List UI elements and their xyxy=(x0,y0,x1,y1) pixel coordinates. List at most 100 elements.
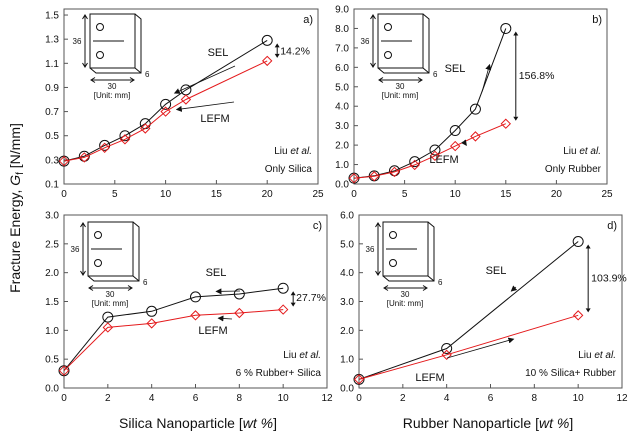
data-point-lefm xyxy=(429,150,441,162)
x-tick-label: 20 xyxy=(551,189,563,200)
lefm-pointer-arrow xyxy=(460,139,467,147)
improvement-percentage: 27.7% xyxy=(296,292,326,304)
unit-label: [Unit: mm] xyxy=(92,299,128,308)
x-axis-title-silica-post: ] xyxy=(273,415,277,431)
data-point-lefm xyxy=(146,318,157,329)
dimension-height-label: 36 xyxy=(71,245,80,254)
data-point-lefm xyxy=(119,134,131,145)
y-tick-label: 2.0 xyxy=(45,268,59,279)
unit-label: [Unit: mm] xyxy=(382,91,418,100)
panel-c: 0 2 4 6 8 10 12 0.0 0.5 1.0 1.5 2.0 2.5 3.0 c) SEL LEFM 2… xyxy=(45,211,333,405)
x-tick-label: 5 xyxy=(112,189,118,200)
specimen-hole-top xyxy=(389,231,397,239)
data-point-lefm xyxy=(190,310,201,321)
dimension-width-arrows xyxy=(378,77,423,83)
y-tick-label: 7.0 xyxy=(335,43,349,54)
series-label-lefm: LEFM xyxy=(429,154,458,166)
data-point-lefm xyxy=(353,374,365,385)
data-point-lefm xyxy=(572,310,584,321)
x-axis-title-rubber-unit: wt % xyxy=(539,415,569,431)
series-label-sel: SEL xyxy=(445,63,466,75)
improvement-percentage: 103.9% xyxy=(591,272,627,284)
y-tick-label: 0.7 xyxy=(45,107,59,118)
y-tick-label: 2.0 xyxy=(335,141,349,152)
data-point-sel xyxy=(500,22,512,34)
source-note-name: Liu xyxy=(578,350,594,361)
y-tick-label: 1.1 xyxy=(45,59,59,70)
series-line-lefm xyxy=(63,309,284,372)
source-note-description: 10 % Silica+ Rubber xyxy=(525,368,617,379)
y-tick-label: 4.0 xyxy=(335,102,349,113)
y-tick-label: 5.0 xyxy=(340,239,354,250)
specimen-edge xyxy=(427,275,435,282)
specimen-edge xyxy=(422,67,430,74)
improvement-arrow-heads xyxy=(290,291,296,307)
dimension-width-label: 30 xyxy=(108,82,117,91)
x-tick-label: 0 xyxy=(356,393,362,404)
dimension-width-label: 30 xyxy=(396,82,405,91)
x-tick-label: 10 xyxy=(160,189,172,200)
x-axis-title-rubber: Rubber Nanoparticle [wt %] xyxy=(403,415,573,431)
data-point-lefm xyxy=(277,304,289,315)
plot-frame xyxy=(353,8,608,185)
dimension-height-label: 36 xyxy=(361,37,370,46)
panel-label: d) xyxy=(607,220,617,232)
data-point-sel xyxy=(449,125,461,137)
x-tick-label: 12 xyxy=(616,393,628,404)
data-point-lefm xyxy=(180,94,192,105)
unit-label: [Unit: mm] xyxy=(387,299,423,308)
x-tick-label: 20 xyxy=(262,189,274,200)
sel-pointer-arrow xyxy=(173,65,236,94)
source-note-author: Liu et al. xyxy=(578,350,616,361)
data-point-lefm xyxy=(261,55,273,67)
improvement-percentage: 14.2% xyxy=(280,46,310,58)
x-axis-title-silica-pre: Silica Nanoparticle [ xyxy=(119,415,243,431)
sel-pointer-arrow xyxy=(510,285,518,292)
specimen-hole-bottom xyxy=(384,51,392,59)
x-tick-label: 2 xyxy=(105,393,111,404)
dimension-height-arrows xyxy=(80,222,86,276)
data-point-sel xyxy=(190,291,201,303)
dimension-thickness-label: 6 xyxy=(143,278,148,287)
source-note-etal: et al. xyxy=(594,350,616,361)
x-tick-label: 15 xyxy=(500,189,512,200)
data-point-lefm xyxy=(369,171,380,182)
source-note-etal: et al. xyxy=(299,350,321,361)
y-tick-label: 1.0 xyxy=(45,326,59,337)
x-tick-label: 10 xyxy=(450,189,462,200)
specimen-hole-top xyxy=(384,23,392,31)
source-note-name: Liu xyxy=(563,146,579,157)
series-label-sel: SEL xyxy=(208,47,229,59)
y-axis-title-symbol: G xyxy=(7,175,23,186)
panel-d: 0 2 4 6 8 10 12 0.0 1.0 2.0 3.0 4.0 5.0 6.0 d) SEL LEFM 1… xyxy=(340,211,628,405)
source-note-name: Liu xyxy=(274,146,290,157)
x-tick-label: 25 xyxy=(312,189,324,200)
dimension-height-arrows xyxy=(82,14,88,68)
dimension-thickness-label: 6 xyxy=(145,70,150,79)
lefm-pointer-arrow xyxy=(446,337,515,359)
lefm-pointer-arrow xyxy=(217,315,233,322)
source-note-description: Only Rubber xyxy=(545,164,602,175)
data-point-lefm xyxy=(348,172,360,184)
improvement-percentage: 156.8% xyxy=(519,70,555,82)
y-tick-label: 6.0 xyxy=(340,211,354,222)
x-tick-label: 15 xyxy=(211,189,223,200)
source-note-etal: et al. xyxy=(579,146,601,157)
data-point-lefm xyxy=(449,140,461,152)
y-tick-label: 1.5 xyxy=(45,11,59,22)
source-note-author: Liu et al. xyxy=(283,350,321,361)
specimen-hole-bottom xyxy=(389,259,397,267)
y-tick-label: 0.3 xyxy=(45,155,59,166)
x-tick-label: 25 xyxy=(601,189,613,200)
data-point-lefm xyxy=(470,131,481,142)
unit-label: [Unit: mm] xyxy=(94,91,130,100)
series-label-lefm: LEFM xyxy=(200,113,229,125)
y-tick-label: 0.0 xyxy=(340,384,354,395)
y-tick-label: 2.0 xyxy=(340,326,354,337)
data-point-sel xyxy=(119,130,131,142)
data-point-lefm xyxy=(58,155,70,167)
specimen-edge xyxy=(134,67,142,74)
y-tick-label: 6.0 xyxy=(335,63,349,74)
x-tick-label: 0 xyxy=(61,393,67,404)
